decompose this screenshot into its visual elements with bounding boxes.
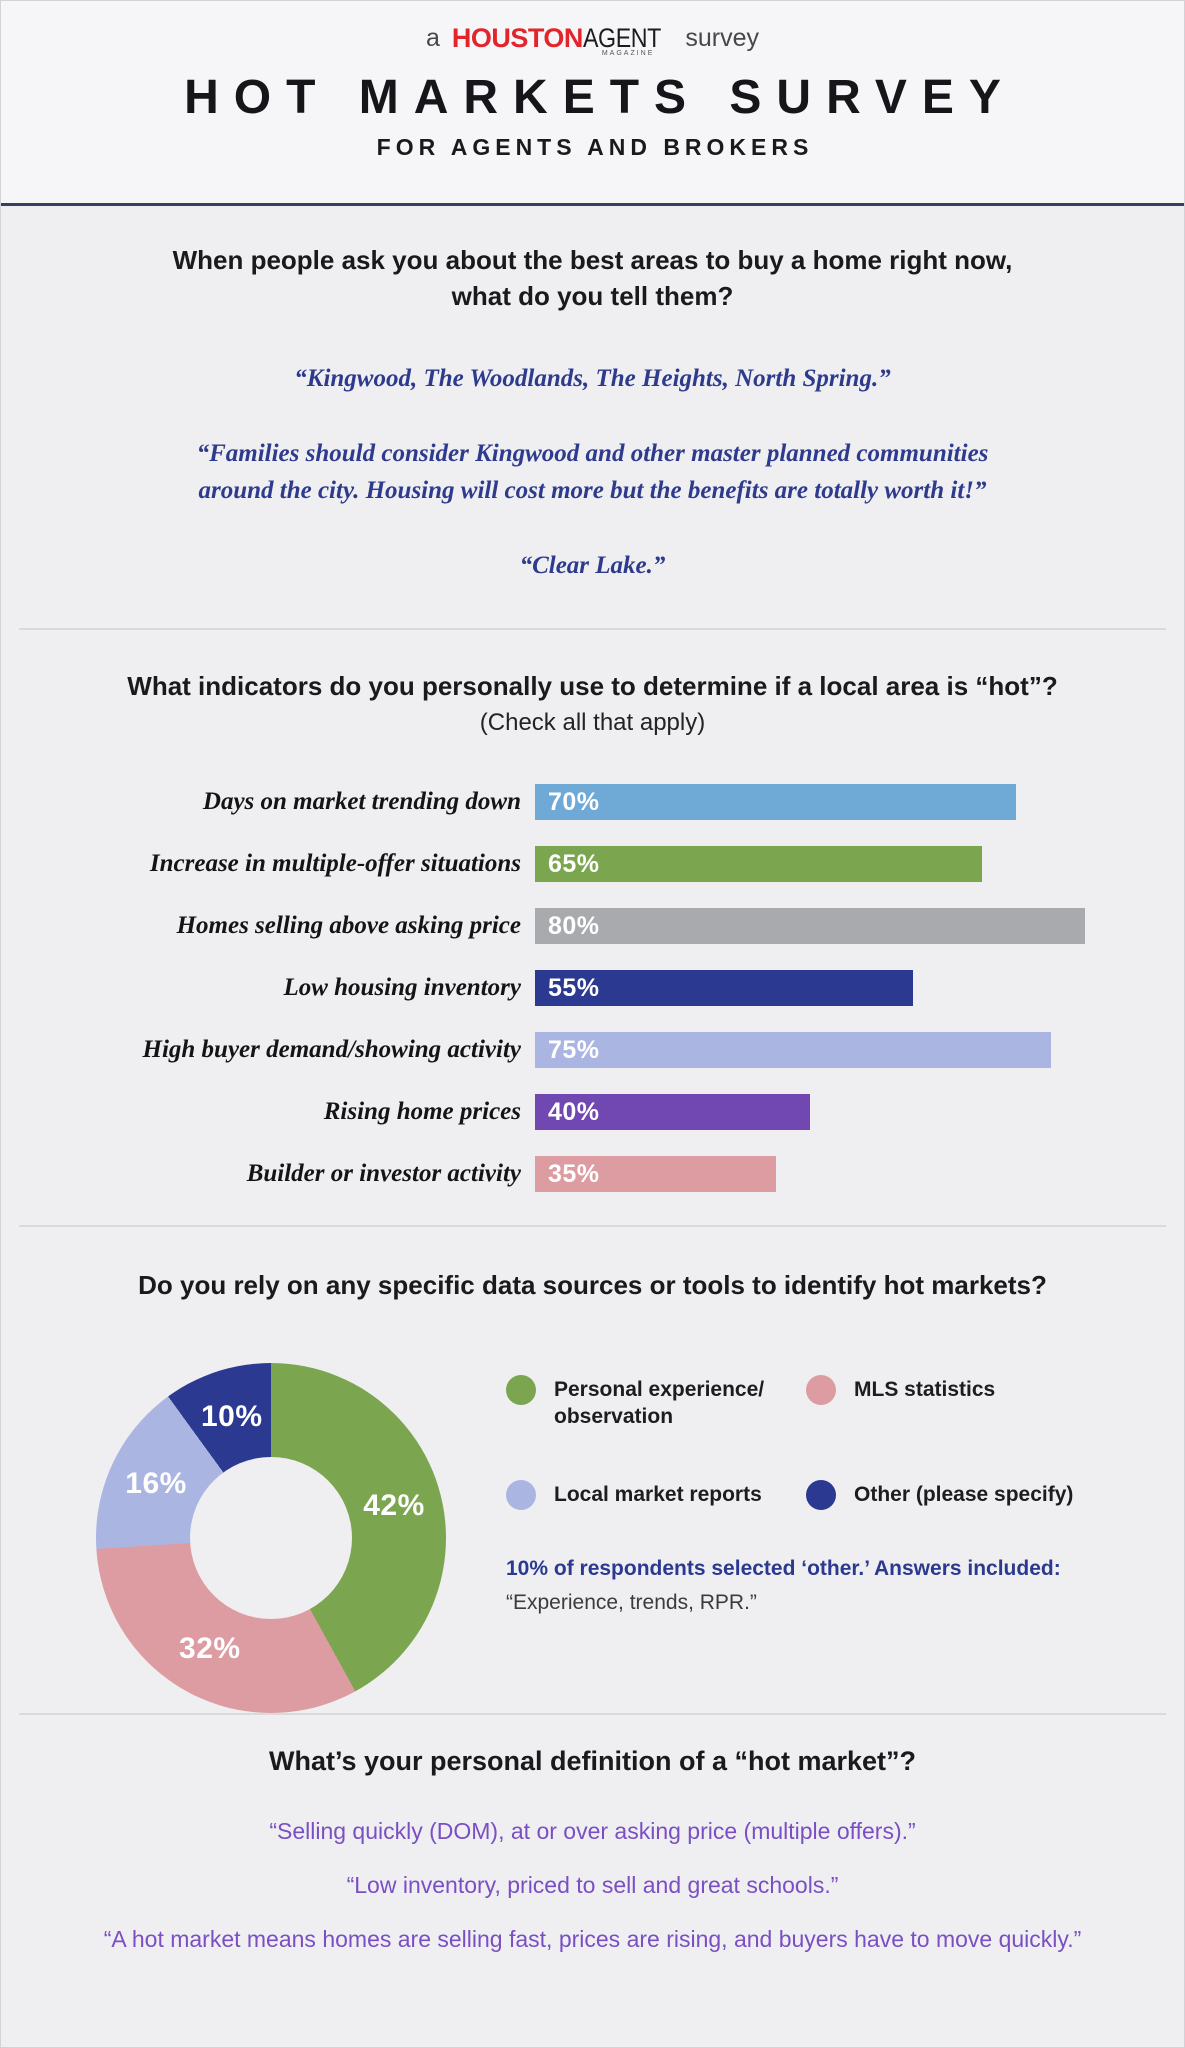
- section-definition: What’s your personal definition of a “ho…: [1, 1715, 1184, 1953]
- bar-label: Rising home prices: [323, 1098, 521, 1125]
- bar-row: Days on market trending down 70%: [41, 784, 1144, 820]
- section-best-areas: When people ask you about the best areas…: [1, 206, 1184, 628]
- bar-track: 65%: [535, 846, 1144, 882]
- legend-item: Local market reports: [506, 1480, 806, 1510]
- slice-value-label: 32%: [179, 1632, 241, 1666]
- bar-track: 70%: [535, 784, 1144, 820]
- question-indicators: What indicators do you personally use to…: [127, 671, 1058, 701]
- bar-row: Low housing inventory 55%: [41, 970, 1144, 1006]
- slice-value-label: 16%: [125, 1466, 187, 1500]
- section-divider: [19, 1713, 1166, 1715]
- bar-value: 80%: [548, 911, 600, 940]
- legend-label: Local market reports: [554, 1483, 762, 1506]
- bar-label: Low housing inventory: [283, 974, 521, 1001]
- slice-value-label: 10%: [200, 1400, 263, 1434]
- legend-item: MLS statistics: [806, 1375, 1144, 1430]
- logo-agent: AGENT: [582, 23, 661, 53]
- donut-legend: Personal experience/ observation MLS stat…: [506, 1375, 1144, 1510]
- question-data-sources: Do you rely on any specific data sources…: [138, 1270, 1047, 1300]
- legend-dot: [506, 1375, 536, 1405]
- page-title: HOT MARKETS SURVEY: [184, 71, 1016, 124]
- bar-value: 35%: [548, 1159, 600, 1188]
- quote: “Low inventory, priced to sell and great…: [346, 1872, 839, 1898]
- bar: 35%: [535, 1156, 776, 1192]
- bar-value: 40%: [548, 1097, 600, 1126]
- attribution-prefix: a: [425, 24, 440, 52]
- bar: 80%: [535, 908, 1085, 944]
- section-divider: [19, 1225, 1166, 1227]
- quote: “Families should consider Kingwood and o…: [196, 440, 989, 504]
- attribution-suffix: survey: [685, 24, 760, 52]
- quote: “Clear Lake.”: [519, 552, 666, 579]
- data-sources-donut-chart: 42% 32% 16% 10%: [96, 1363, 446, 1713]
- section-divider: [19, 628, 1166, 630]
- quote: “Selling quickly (DOM), at or over askin…: [269, 1818, 916, 1844]
- quote-list-definition: “Selling quickly (DOM), at or over askin…: [41, 1817, 1144, 1953]
- bar: 70%: [535, 784, 1016, 820]
- header: a HOUSTON AGENT MAGAZINE survey HOT MARK…: [1, 1, 1184, 206]
- other-responses-note: 10% of respondents selected ‘other.’ Ans…: [506, 1556, 1144, 1616]
- legend-label: Personal experience/ observation: [554, 1378, 765, 1428]
- bar-value: 75%: [548, 1035, 600, 1064]
- bar: 40%: [535, 1094, 810, 1130]
- legend-dot: [806, 1480, 836, 1510]
- bar-value: 55%: [548, 973, 600, 1002]
- bar: 55%: [535, 970, 913, 1006]
- check-all-instruction: (Check all that apply): [479, 709, 706, 736]
- bar-label: High buyer demand/showing activity: [142, 1036, 522, 1063]
- bar-value: 65%: [548, 849, 600, 878]
- donut-hole: [190, 1457, 352, 1619]
- other-note-heading: 10% of respondents selected ‘other.’ Ans…: [506, 1557, 1061, 1580]
- bar: 65%: [535, 846, 982, 882]
- houston-agent-logo: HOUSTON AGENT MAGAZINE: [452, 23, 674, 58]
- page-subtitle: FOR AGENTS AND BROKERS: [376, 134, 814, 160]
- bar-track: 55%: [535, 970, 1144, 1006]
- quote: “A hot market means homes are selling fa…: [103, 1926, 1082, 1952]
- quote: “Kingwood, The Woodlands, The Heights, N…: [294, 365, 891, 392]
- bar-value: 70%: [548, 787, 600, 816]
- legend-dot: [806, 1375, 836, 1405]
- bar-track: 80%: [535, 908, 1144, 944]
- legend-label: MLS statistics: [854, 1378, 996, 1401]
- bar-row: Increase in multiple-offer situations 65%: [41, 846, 1144, 882]
- bar: 75%: [535, 1032, 1051, 1068]
- logo-magazine: MAGAZINE: [601, 50, 655, 57]
- bar-label: Days on market trending down: [202, 788, 521, 815]
- question-best-areas: When people ask you about the best areas…: [172, 245, 1013, 311]
- bar-track: 35%: [535, 1156, 1144, 1192]
- indicators-bar-chart: Days on market trending down 70% Increase …: [41, 784, 1144, 1192]
- question-definition: What’s your personal definition of a “ho…: [268, 1746, 917, 1776]
- bar-row: Rising home prices 40%: [41, 1094, 1144, 1130]
- bar-row: Homes selling above asking price 80%: [41, 908, 1144, 944]
- bar-label: Builder or investor activity: [246, 1160, 521, 1187]
- legend-item: Personal experience/ observation: [506, 1375, 806, 1430]
- bar-label: Increase in multiple-offer situations: [149, 850, 521, 877]
- bar-track: 40%: [535, 1094, 1144, 1130]
- slice-value-label: 42%: [363, 1489, 425, 1523]
- legend-dot: [506, 1480, 536, 1510]
- brand-attribution: a HOUSTON AGENT MAGAZINE survey: [1, 23, 1184, 58]
- logo-houston: HOUSTON: [451, 23, 584, 53]
- bar-track: 75%: [535, 1032, 1144, 1068]
- bar-label: Homes selling above asking price: [176, 912, 521, 939]
- quote-list-best-areas: “Kingwood, The Woodlands, The Heights, N…: [41, 360, 1144, 584]
- section-indicators: What indicators do you personally use to…: [1, 630, 1184, 1225]
- legend-label: Other (please specify): [854, 1483, 1074, 1506]
- bar-row: Builder or investor activity 35%: [41, 1156, 1144, 1192]
- legend-item: Other (please specify): [806, 1480, 1144, 1510]
- section-data-sources: Do you rely on any specific data sources…: [1, 1227, 1184, 1713]
- bar-row: High buyer demand/showing activity 75%: [41, 1032, 1144, 1068]
- other-note-quote: “Experience, trends, RPR.”: [506, 1591, 757, 1614]
